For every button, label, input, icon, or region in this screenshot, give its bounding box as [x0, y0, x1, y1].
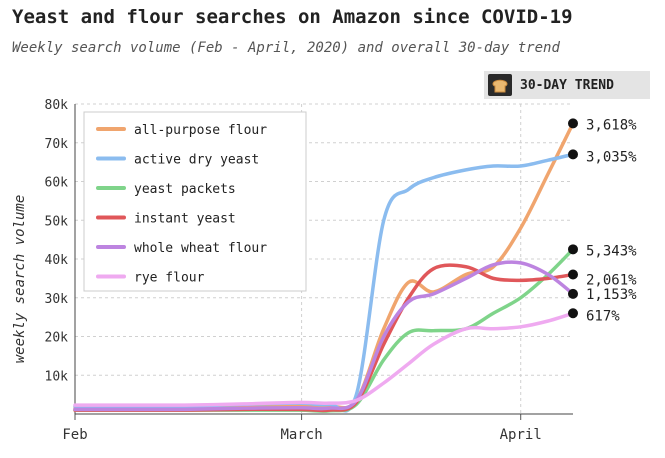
series-end-dot	[568, 118, 578, 129]
series-end-dot	[568, 244, 578, 255]
chart-title: Yeast and flour searches on Amazon since…	[12, 6, 573, 28]
legend-label: whole wheat flour	[134, 241, 267, 256]
y-tick-label: 70k	[45, 137, 69, 152]
series-end-dot	[568, 308, 578, 319]
bread-icon	[488, 74, 512, 96]
legend-label: instant yeast	[134, 212, 236, 227]
trend-label: 3,618%	[586, 117, 637, 133]
y-tick-label: 30k	[45, 292, 69, 307]
series-line	[73, 260, 575, 412]
y-tick-label: 40k	[45, 253, 69, 268]
legend-label: all-purpose flour	[134, 123, 267, 138]
legend-label: yeast packets	[134, 182, 236, 197]
trend-label: 2,061%	[586, 273, 637, 289]
y-tick-label: 10k	[45, 369, 69, 384]
y-tick-label: 20k	[45, 331, 69, 346]
legend-label: active dry yeast	[134, 153, 259, 168]
x-tick-label: March	[281, 427, 323, 443]
chart-subtitle: Weekly search volume (Feb - April, 2020)…	[12, 40, 560, 56]
x-tick-label: Feb	[62, 427, 87, 443]
series-end-dot	[568, 288, 578, 299]
y-axis-label: weekly search volume	[12, 195, 28, 364]
series-end-dot	[568, 149, 578, 160]
legend-label: rye flour	[134, 271, 205, 286]
trend-label: 3,035%	[586, 149, 637, 165]
trend-label: 1,153%	[586, 287, 637, 303]
series-line	[73, 311, 575, 407]
trend-badge-label: 30-DAY TREND	[520, 77, 614, 93]
y-tick-label: 60k	[45, 176, 69, 191]
legend-box	[83, 111, 307, 292]
series-end-dot	[568, 269, 578, 280]
y-tick-label: 50k	[45, 214, 69, 229]
trend-label: 5,343%	[586, 243, 637, 259]
trend-label: 617%	[586, 308, 620, 324]
x-tick-label: April	[500, 427, 542, 443]
trend-badge: 30-DAY TREND	[484, 71, 650, 99]
y-tick-label: 80k	[45, 98, 69, 113]
